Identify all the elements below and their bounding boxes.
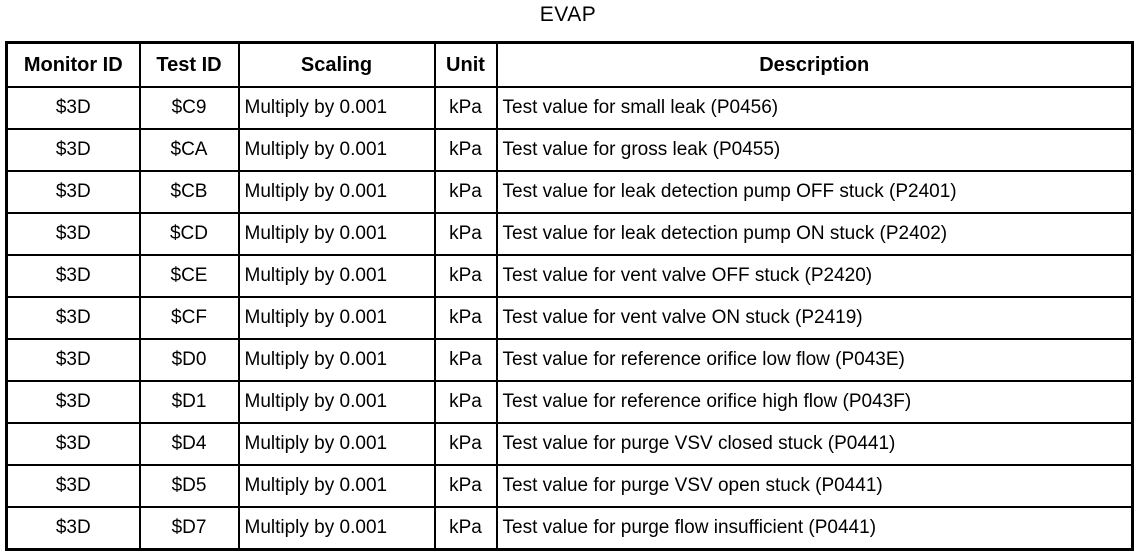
table-row: $3D $CA Multiply by 0.001 kPa Test value for… <box>5 128 1134 172</box>
cell-unit: kPa <box>433 86 498 130</box>
cell-monitor-id: $3D <box>5 254 141 298</box>
cell-monitor-id: $3D <box>5 338 141 382</box>
cell-description: Test value for vent valve ON stuck (P241… <box>495 296 1134 340</box>
cell-scaling: Multiply by 0.001 <box>237 86 436 130</box>
cell-test-id: $CD <box>138 212 240 256</box>
cell-test-id: $D1 <box>138 380 240 424</box>
cell-monitor-id: $3D <box>5 464 141 508</box>
cell-unit: kPa <box>433 506 498 551</box>
table-row: $3D $CD Multiply by 0.001 kPa Test value for… <box>5 212 1134 256</box>
table-row: $3D $D4 Multiply by 0.001 kPa Test value for… <box>5 422 1134 466</box>
table-row: $3D $CF Multiply by 0.001 kPa Test value for… <box>5 296 1134 340</box>
table-row: $3D $CE Multiply by 0.001 kPa Test value for… <box>5 254 1134 298</box>
table-row: $3D $C9 Multiply by 0.001 kPa Test value for… <box>5 86 1134 130</box>
cell-monitor-id: $3D <box>5 422 141 466</box>
cell-description: Test value for reference orifice high fl… <box>495 380 1134 424</box>
column-header-monitor-id: Monitor ID <box>5 41 141 88</box>
cell-description: Test value for small leak (P0456) <box>495 86 1134 130</box>
table-row: $3D $D0 Multiply by 0.001 kPa Test value for… <box>5 338 1134 382</box>
cell-scaling: Multiply by 0.001 <box>237 212 436 256</box>
cell-unit: kPa <box>433 422 498 466</box>
cell-scaling: Multiply by 0.001 <box>237 170 436 214</box>
cell-monitor-id: $3D <box>5 128 141 172</box>
cell-scaling: Multiply by 0.001 <box>237 380 436 424</box>
cell-unit: kPa <box>433 296 498 340</box>
cell-test-id: $CF <box>138 296 240 340</box>
cell-monitor-id: $3D <box>5 506 141 551</box>
cell-description: Test value for purge VSV open stuck (P04… <box>495 464 1134 508</box>
cell-monitor-id: $3D <box>5 296 141 340</box>
column-header-unit: Unit <box>433 41 498 88</box>
cell-monitor-id: $3D <box>5 86 141 130</box>
cell-monitor-id: $3D <box>5 212 141 256</box>
table-body: $3D $C9 Multiply by 0.001 kPa Test value for… <box>5 86 1134 551</box>
cell-test-id: $CA <box>138 128 240 172</box>
table-row: $3D $D5 Multiply by 0.001 kPa Test value for… <box>5 464 1134 508</box>
cell-unit: kPa <box>433 380 498 424</box>
cell-unit: kPa <box>433 464 498 508</box>
cell-description: Test value for purge VSV closed stuck (P… <box>495 422 1134 466</box>
cell-unit: kPa <box>433 170 498 214</box>
cell-description: Test value for reference orifice low flo… <box>495 338 1134 382</box>
cell-scaling: Multiply by 0.001 <box>237 506 436 551</box>
cell-unit: kPa <box>433 254 498 298</box>
cell-test-id: $D4 <box>138 422 240 466</box>
cell-test-id: $C9 <box>138 86 240 130</box>
column-header-description: Description <box>495 41 1134 88</box>
cell-description: Test value for gross leak (P0455) <box>495 128 1134 172</box>
cell-description: Test value for leak detection pump OFF s… <box>495 170 1134 214</box>
column-header-test-id: Test ID <box>138 41 240 88</box>
table-row: $3D $D1 Multiply by 0.001 kPa Test value for… <box>5 380 1134 424</box>
cell-scaling: Multiply by 0.001 <box>237 296 436 340</box>
cell-monitor-id: $3D <box>5 170 141 214</box>
page-title: EVAP <box>539 3 597 26</box>
cell-unit: kPa <box>433 212 498 256</box>
table-row: $3D $D7 Multiply by 0.001 kPa Test value for… <box>5 506 1134 551</box>
cell-scaling: Multiply by 0.001 <box>237 254 436 298</box>
evap-test-table: Monitor ID Test ID Scaling Unit Descript… <box>5 41 1134 551</box>
cell-scaling: Multiply by 0.001 <box>237 128 436 172</box>
cell-test-id: $D0 <box>138 338 240 382</box>
header-row: Monitor ID Test ID Scaling Unit Descript… <box>5 41 1134 88</box>
cell-scaling: Multiply by 0.001 <box>237 464 436 508</box>
table-row: $3D $CB Multiply by 0.001 kPa Test value for… <box>5 170 1134 214</box>
cell-scaling: Multiply by 0.001 <box>237 338 436 382</box>
cell-description: Test value for vent valve OFF stuck (P24… <box>495 254 1134 298</box>
cell-description: Test value for purge flow insufficient (… <box>495 506 1134 551</box>
cell-scaling: Multiply by 0.001 <box>237 422 436 466</box>
cell-test-id: $D5 <box>138 464 240 508</box>
column-header-scaling: Scaling <box>237 41 436 88</box>
cell-unit: kPa <box>433 338 498 382</box>
cell-test-id: $CE <box>138 254 240 298</box>
cell-description: Test value for leak detection pump ON st… <box>495 212 1134 256</box>
cell-test-id: $CB <box>138 170 240 214</box>
cell-unit: kPa <box>433 128 498 172</box>
cell-monitor-id: $3D <box>5 380 141 424</box>
cell-test-id: $D7 <box>138 506 240 551</box>
